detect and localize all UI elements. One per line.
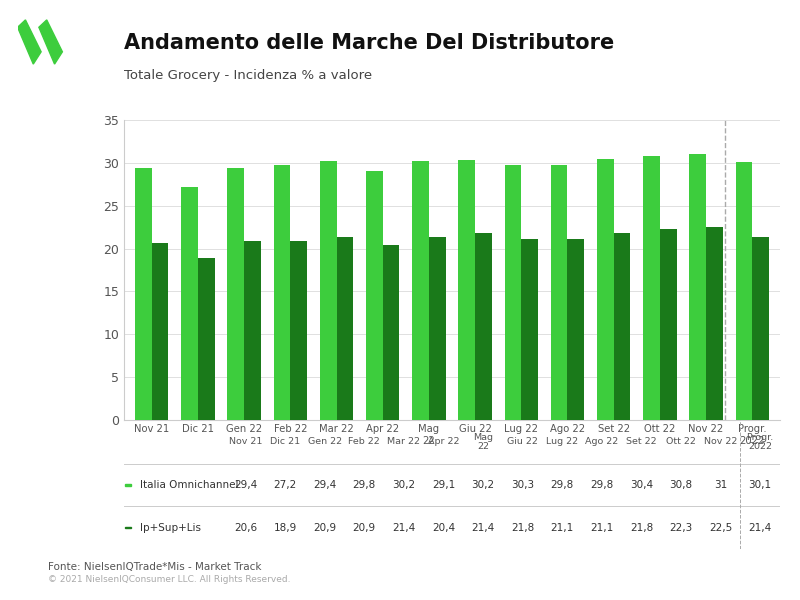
Text: 30,8: 30,8 bbox=[670, 480, 693, 490]
Text: Progr.
2022: Progr. 2022 bbox=[746, 433, 774, 451]
FancyBboxPatch shape bbox=[126, 527, 131, 529]
Text: Mar 22: Mar 22 bbox=[387, 437, 420, 446]
Text: Dic 21: Dic 21 bbox=[270, 437, 300, 446]
Text: Feb 22: Feb 22 bbox=[348, 437, 380, 446]
Text: 21,1: 21,1 bbox=[550, 523, 574, 533]
Text: Italia Omnichannel: Italia Omnichannel bbox=[141, 480, 239, 490]
Text: 21,8: 21,8 bbox=[630, 523, 653, 533]
Bar bbox=[614, 233, 630, 420]
Text: Ott 22: Ott 22 bbox=[666, 437, 696, 446]
Bar bbox=[274, 164, 290, 420]
Bar bbox=[382, 245, 399, 420]
Text: Totale Grocery - Incidenza % a valore: Totale Grocery - Incidenza % a valore bbox=[124, 69, 372, 82]
Text: 30,2: 30,2 bbox=[392, 480, 415, 490]
Bar bbox=[182, 187, 198, 420]
Text: 29,4: 29,4 bbox=[234, 480, 257, 490]
Bar bbox=[736, 162, 752, 420]
Text: Nov 21: Nov 21 bbox=[229, 437, 262, 446]
Text: © 2021 NielsenIQConsumer LLC. All Rights Reserved.: © 2021 NielsenIQConsumer LLC. All Rights… bbox=[48, 575, 290, 584]
Text: 29,4: 29,4 bbox=[313, 480, 336, 490]
Text: 29,8: 29,8 bbox=[550, 480, 574, 490]
Text: Set 22: Set 22 bbox=[626, 437, 657, 446]
Text: 27,2: 27,2 bbox=[274, 480, 297, 490]
Text: 20,4: 20,4 bbox=[432, 523, 455, 533]
Bar bbox=[244, 241, 261, 420]
Text: 22,5: 22,5 bbox=[709, 523, 732, 533]
Text: 30,4: 30,4 bbox=[630, 480, 653, 490]
Text: 29,8: 29,8 bbox=[590, 480, 614, 490]
Text: 21,8: 21,8 bbox=[511, 523, 534, 533]
Text: Nov 22: Nov 22 bbox=[704, 437, 738, 446]
Bar bbox=[522, 239, 538, 420]
Polygon shape bbox=[18, 20, 41, 64]
Bar bbox=[551, 164, 567, 420]
FancyBboxPatch shape bbox=[126, 484, 131, 486]
Text: Lug 22: Lug 22 bbox=[546, 437, 578, 446]
Text: Apr 22: Apr 22 bbox=[428, 437, 459, 446]
Bar bbox=[198, 258, 214, 420]
Bar bbox=[290, 241, 307, 420]
Bar bbox=[227, 168, 244, 420]
Bar bbox=[690, 154, 706, 420]
Polygon shape bbox=[39, 20, 62, 64]
Bar bbox=[643, 156, 660, 420]
Text: 20,6: 20,6 bbox=[234, 523, 257, 533]
Text: Ago 22: Ago 22 bbox=[586, 437, 618, 446]
Bar bbox=[412, 161, 429, 420]
Text: Fonte: NielsenIQTrade*Mis - Market Track: Fonte: NielsenIQTrade*Mis - Market Track bbox=[48, 562, 262, 572]
Bar bbox=[429, 236, 446, 420]
Bar bbox=[567, 239, 584, 420]
Text: Mag
22: Mag 22 bbox=[473, 433, 493, 451]
Text: Ip+Sup+Lis: Ip+Sup+Lis bbox=[141, 523, 202, 533]
Text: 21,4: 21,4 bbox=[749, 523, 772, 533]
Text: 20,9: 20,9 bbox=[353, 523, 376, 533]
Text: 21,4: 21,4 bbox=[471, 523, 494, 533]
Bar bbox=[475, 233, 492, 420]
Text: 30,2: 30,2 bbox=[471, 480, 494, 490]
Bar bbox=[135, 168, 152, 420]
Text: 18,9: 18,9 bbox=[274, 523, 297, 533]
Text: Giu 22: Giu 22 bbox=[507, 437, 538, 446]
Text: 31: 31 bbox=[714, 480, 727, 490]
Text: 29,8: 29,8 bbox=[353, 480, 376, 490]
Bar bbox=[366, 170, 382, 420]
Text: Andamento delle Marche Del Distributore: Andamento delle Marche Del Distributore bbox=[124, 33, 614, 53]
Text: Gen 22: Gen 22 bbox=[308, 437, 342, 446]
Bar bbox=[597, 160, 614, 420]
Text: 21,4: 21,4 bbox=[392, 523, 415, 533]
Bar bbox=[752, 236, 769, 420]
Text: 22,3: 22,3 bbox=[670, 523, 693, 533]
Text: 30,3: 30,3 bbox=[511, 480, 534, 490]
Bar bbox=[152, 244, 168, 420]
Text: 21,1: 21,1 bbox=[590, 523, 614, 533]
Bar bbox=[320, 161, 337, 420]
Text: 30,1: 30,1 bbox=[749, 480, 772, 490]
Bar bbox=[706, 227, 722, 420]
Bar bbox=[458, 160, 475, 420]
Bar bbox=[660, 229, 677, 420]
Bar bbox=[337, 236, 353, 420]
Bar bbox=[505, 164, 522, 420]
Text: 20,9: 20,9 bbox=[313, 523, 336, 533]
Text: 29,1: 29,1 bbox=[432, 480, 455, 490]
